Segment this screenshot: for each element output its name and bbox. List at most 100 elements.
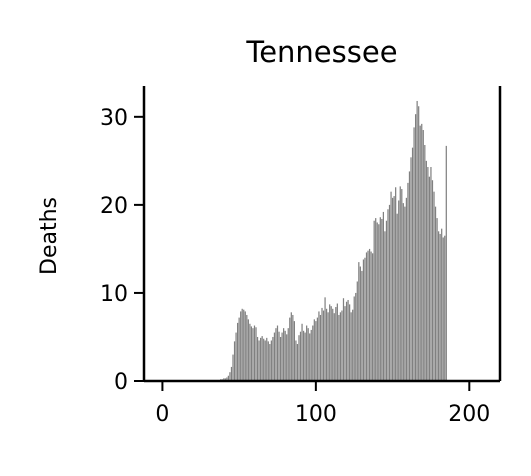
bar-48 [235,332,237,381]
bar-184 [444,235,446,381]
bar-52 [241,308,243,381]
bar-87 [295,340,297,381]
bar-125 [353,296,355,381]
bar-106 [324,297,326,381]
bar-113 [335,307,337,381]
bar-173 [427,167,429,381]
x-ticks-group: 0 100 200 [155,381,490,427]
bar-172 [425,160,427,381]
bar-167 [418,106,420,381]
bar-110 [330,306,332,381]
bar-45 [230,366,233,381]
bar-46 [232,354,234,381]
bar-91 [301,323,303,381]
bar-180 [438,231,440,381]
bar-138 [373,220,375,381]
bar-117 [341,310,343,381]
bar-131 [362,259,365,381]
bar-136 [370,251,372,381]
bar-168 [419,125,421,381]
bar-130 [361,270,363,381]
bar-133 [365,252,368,381]
bar-116 [339,312,342,381]
bar-185 [445,145,447,381]
bar-86 [293,321,295,381]
bar-177 [433,191,435,381]
bar-176 [431,180,434,381]
bar-157 [402,203,404,381]
bar-69 [267,341,269,381]
bar-108 [327,312,329,381]
bar-137 [372,253,374,381]
bar-141 [378,224,380,381]
bar-151 [393,196,395,381]
bar-47 [233,341,236,381]
bar-139 [375,218,377,381]
bar-171 [424,145,426,381]
bar-132 [364,257,366,381]
bars-group [218,100,447,382]
bar-124 [352,309,354,381]
bar-144 [382,211,384,381]
bar-64 [260,337,262,381]
bar-77 [279,336,282,381]
bar-75 [276,325,279,381]
bar-43 [227,375,230,381]
bar-88 [296,344,299,381]
bar-114 [336,303,338,381]
bar-93 [304,332,306,381]
bar-95 [307,328,309,381]
bar-175 [430,167,432,381]
x-tick-label-0: 0 [155,402,169,427]
bar-147 [387,209,389,381]
y-tick-label-3: 30 [100,106,128,131]
bar-50 [238,317,240,381]
bar-165 [414,114,417,382]
bar-76 [278,331,280,381]
bar-100 [315,321,317,381]
bar-98 [312,325,314,381]
bar-73 [273,332,276,381]
bar-90 [299,331,302,381]
bar-161 [408,171,411,381]
bar-51 [240,311,242,381]
bar-89 [298,335,300,381]
bar-164 [413,127,415,381]
bar-119 [344,306,346,381]
bar-143 [381,218,383,381]
bar-61 [255,327,257,381]
bar-59 [252,328,254,381]
bar-121 [347,299,349,381]
bar-105 [322,310,325,381]
bar-57 [249,323,251,381]
x-tick-label-1: 100 [295,402,337,427]
x-tick-label-2: 200 [448,402,490,427]
chart-title: Tennessee [245,35,397,69]
bar-152 [395,187,397,381]
bar-154 [398,200,400,381]
bar-179 [436,218,438,381]
bar-107 [325,308,328,381]
bar-65 [261,336,263,381]
bar-101 [316,317,319,381]
bar-92 [302,330,305,381]
bar-183 [442,237,444,381]
bar-55 [246,314,248,381]
bar-182 [441,228,443,381]
bar-142 [379,217,381,381]
bar-170 [422,130,424,381]
bar-56 [247,319,249,381]
bar-97 [310,329,312,381]
bar-109 [329,304,331,381]
bar-153 [396,213,398,381]
bar-158 [404,206,406,381]
bar-41 [224,378,226,381]
bar-70 [269,344,271,381]
bar-53 [243,309,245,381]
bar-68 [266,337,268,381]
bar-67 [264,340,266,381]
bar-83 [289,317,291,381]
bar-150 [391,197,394,381]
bar-63 [258,340,260,381]
